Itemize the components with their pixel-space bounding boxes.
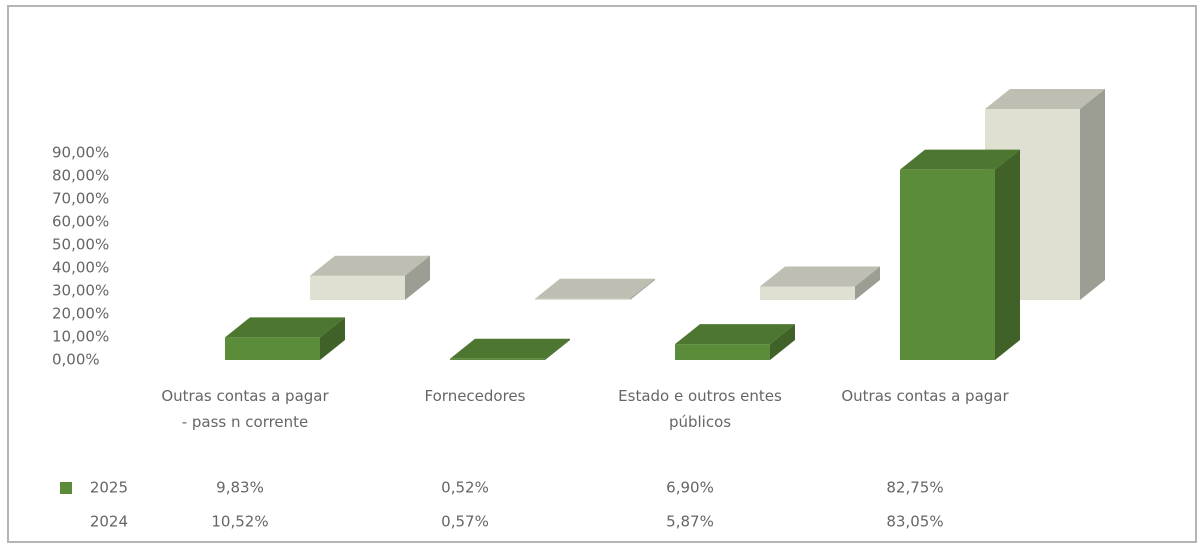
table-value: 0,52% bbox=[441, 479, 489, 497]
bar-side bbox=[405, 255, 430, 300]
bar-top bbox=[450, 338, 570, 359]
legend-label: 2024 bbox=[90, 513, 128, 531]
y-tick-label: 20,00% bbox=[52, 305, 109, 323]
y-tick-label: 40,00% bbox=[52, 259, 109, 277]
table-value: 0,57% bbox=[441, 513, 489, 531]
bar-side bbox=[320, 317, 345, 360]
bar-front bbox=[675, 344, 770, 360]
table-value: 10,52% bbox=[211, 513, 268, 531]
bar-front bbox=[310, 275, 405, 300]
x-tick-label: Fornecedores bbox=[424, 387, 526, 405]
bar-top bbox=[310, 255, 430, 276]
frame bbox=[7, 5, 1197, 543]
y-tick-label: 80,00% bbox=[52, 167, 109, 185]
bar-front bbox=[535, 298, 630, 300]
y-tick-label: 0,00% bbox=[52, 351, 100, 369]
legend-swatch bbox=[60, 482, 72, 494]
bar-side bbox=[1080, 88, 1105, 300]
y-tick-label: 70,00% bbox=[52, 190, 109, 208]
bar-top bbox=[535, 278, 655, 299]
bar-side bbox=[995, 149, 1020, 360]
table-value: 82,75% bbox=[886, 479, 943, 497]
bar-top bbox=[985, 88, 1105, 109]
y-tick-label: 10,00% bbox=[52, 328, 109, 346]
y-tick-label: 50,00% bbox=[52, 236, 109, 254]
bar-front bbox=[225, 337, 320, 360]
x-tick-label: Outras contas a pagar bbox=[841, 387, 1009, 405]
bar-front bbox=[900, 169, 995, 360]
y-tick-label: 60,00% bbox=[52, 213, 109, 231]
bar-side bbox=[770, 324, 795, 360]
bar-top bbox=[760, 266, 880, 287]
bar-top bbox=[900, 149, 1020, 170]
table-value: 83,05% bbox=[886, 513, 943, 531]
table-value: 6,90% bbox=[666, 479, 714, 497]
bar-side bbox=[855, 266, 880, 300]
bar-front bbox=[450, 358, 545, 360]
x-tick-label: Estado e outros entes públicos bbox=[618, 387, 782, 431]
bar-front bbox=[760, 286, 855, 300]
bar-top bbox=[675, 324, 795, 345]
table-value: 5,87% bbox=[666, 513, 714, 531]
table-value: 9,83% bbox=[216, 479, 264, 497]
bar-side bbox=[545, 338, 570, 360]
legend-label: 2025 bbox=[90, 479, 128, 497]
bar-top bbox=[225, 317, 345, 338]
bar-side bbox=[630, 278, 655, 300]
x-tick-label: Outras contas a pagar - pass n corrente bbox=[161, 387, 329, 431]
y-tick-label: 30,00% bbox=[52, 282, 109, 300]
y-tick-label: 90,00% bbox=[52, 144, 109, 162]
